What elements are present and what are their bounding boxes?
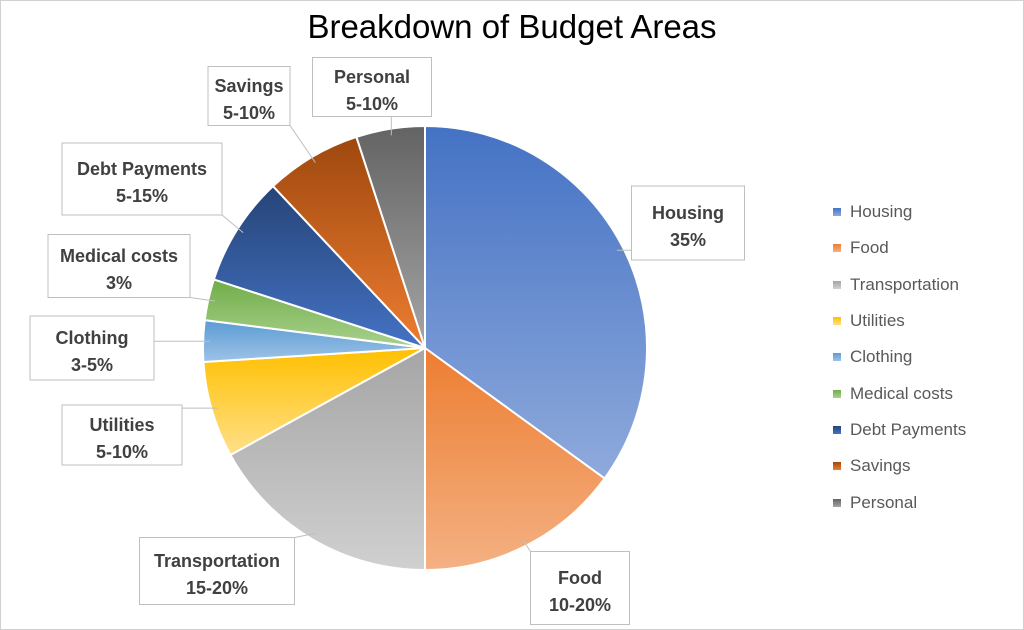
legend-label: Debt Payments bbox=[850, 419, 967, 439]
data-label-value: 35% bbox=[670, 230, 706, 250]
legend-label: Food bbox=[850, 238, 889, 258]
legend-item: Transportation bbox=[833, 267, 966, 303]
leader-line bbox=[294, 532, 316, 538]
data-label-value: 5-10% bbox=[346, 94, 398, 114]
pie-slice-transportation bbox=[229, 346, 426, 572]
data-label-category: Clothing bbox=[56, 328, 129, 348]
legend-swatch bbox=[833, 317, 841, 326]
legend-swatch bbox=[833, 462, 841, 471]
data-label-box bbox=[207, 66, 291, 126]
data-label-box bbox=[312, 57, 432, 117]
legend-label: Utilities bbox=[850, 311, 905, 331]
pie-slice-debt-payments bbox=[212, 184, 426, 349]
legend-swatch bbox=[833, 280, 841, 289]
data-label-category: Debt Payments bbox=[77, 159, 207, 179]
legend-swatch bbox=[833, 244, 841, 253]
legend-item: Utilities bbox=[833, 303, 966, 339]
data-label-box bbox=[47, 234, 191, 298]
chart-title: Breakdown of Budget Areas bbox=[307, 8, 717, 45]
data-label-category: Food bbox=[558, 568, 602, 588]
legend-label: Housing bbox=[850, 202, 913, 222]
legend-label: Savings bbox=[850, 456, 911, 476]
data-label-box bbox=[631, 185, 745, 261]
pie-slice-personal bbox=[355, 124, 426, 349]
legend-swatch bbox=[833, 425, 841, 434]
leader-line bbox=[221, 214, 244, 233]
data-label-value: 15-20% bbox=[186, 578, 248, 598]
leader-line bbox=[189, 297, 215, 302]
legend-item: Debt Payments bbox=[833, 412, 966, 448]
legend-label: Personal bbox=[850, 492, 918, 512]
legend-label: Transportation bbox=[850, 274, 959, 294]
leader-line bbox=[522, 539, 531, 552]
data-label-value: 5-15% bbox=[116, 186, 168, 206]
legend-label: Clothing bbox=[850, 347, 913, 367]
legend-item: Savings bbox=[833, 448, 966, 484]
data-label-category: Housing bbox=[652, 203, 724, 223]
leader-line bbox=[289, 125, 316, 163]
legend-item: Clothing bbox=[833, 339, 966, 375]
legend-swatch bbox=[833, 208, 841, 217]
pie-slice-food bbox=[424, 346, 606, 572]
data-label-box bbox=[139, 537, 295, 605]
legend-swatch bbox=[833, 353, 841, 362]
legend: Housing Food Transportation Utilities Clothi… bbox=[833, 194, 966, 521]
legend-label: Medical costs bbox=[850, 383, 953, 403]
data-label-box bbox=[61, 142, 223, 216]
data-label-box bbox=[29, 315, 155, 381]
legend-swatch bbox=[833, 498, 841, 507]
data-label-category: Medical costs bbox=[60, 246, 178, 266]
data-label-value: 5-10% bbox=[223, 103, 275, 123]
legend-item: Food bbox=[833, 230, 966, 266]
data-label-category: Utilities bbox=[89, 415, 154, 435]
data-label-box bbox=[530, 551, 630, 625]
data-label-box bbox=[61, 404, 183, 466]
data-label-value: 3-5% bbox=[71, 355, 113, 375]
legend-item: Medical costs bbox=[833, 375, 966, 411]
legend-item: Housing bbox=[833, 194, 966, 230]
legend-item: Personal bbox=[833, 484, 966, 520]
data-label-value: 3% bbox=[106, 273, 132, 293]
data-label-category: Savings bbox=[214, 76, 283, 96]
data-label-category: Personal bbox=[334, 67, 410, 87]
pie-slice-housing bbox=[424, 124, 648, 480]
data-label-value: 10-20% bbox=[549, 595, 611, 615]
data-label-category: Transportation bbox=[154, 551, 280, 571]
legend-swatch bbox=[833, 389, 841, 398]
data-label-value: 5-10% bbox=[96, 442, 148, 462]
